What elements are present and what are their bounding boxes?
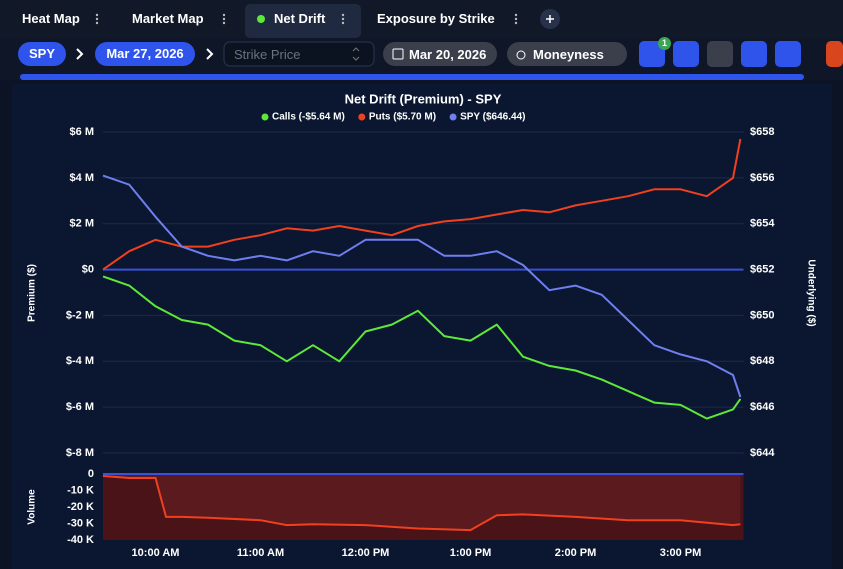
filter-badge: 1	[658, 37, 671, 50]
volume-line	[102, 475, 741, 532]
y-tick-label: $-2 M	[66, 309, 94, 321]
x-tick-label: 1:00 PM	[450, 547, 492, 559]
y2-axis-label: Underlying ($)	[805, 259, 816, 326]
y-tick-label: -10 K	[67, 484, 94, 496]
chart-button[interactable]	[741, 41, 767, 67]
volume-area	[103, 474, 741, 531]
y-tick-label: -30 K	[67, 517, 94, 529]
x-tick-label: 10:00 AM	[132, 547, 180, 559]
chart-title: Net Drift (Premium) - SPY	[345, 91, 502, 106]
tab[interactable]: Market Map	[132, 11, 204, 26]
spin-icon	[352, 47, 360, 61]
calendar-icon	[392, 48, 404, 60]
y2-tick-label: $648	[750, 355, 774, 367]
tab[interactable]: Exposure by Strike	[377, 11, 495, 26]
chevrons	[76, 48, 214, 60]
tab-status-dot	[257, 15, 265, 23]
strike-input[interactable]	[223, 41, 375, 67]
y-tick-label: $6 M	[70, 126, 94, 138]
x-tick-label: 12:00 PM	[342, 547, 390, 559]
alert-button[interactable]	[673, 41, 699, 67]
ticker-pill[interactable]: SPY	[18, 42, 66, 66]
x-tick-label: 11:00 AM	[237, 547, 284, 559]
search-button[interactable]	[775, 41, 801, 67]
tab-bar	[0, 0, 843, 38]
y2-tick-label: $658	[750, 126, 774, 138]
moneyness-text: Moneyness	[533, 47, 604, 62]
y-tick-label: $-6 M	[66, 401, 94, 413]
y2-tick-label: $652	[750, 263, 774, 275]
date-text: Mar 20, 2026	[409, 47, 487, 62]
y-tick-label: $2 M	[70, 218, 94, 230]
y2-tick-label: $656	[750, 172, 774, 184]
y2-tick-label: $646	[750, 401, 774, 413]
moneyness-icon	[516, 50, 526, 60]
tab-menu-icons	[95, 13, 518, 25]
x-tick-label: 3:00 PM	[660, 547, 702, 559]
partial-button[interactable]	[826, 41, 843, 67]
tab[interactable]: Heat Map	[22, 11, 80, 26]
legend-dot	[358, 113, 366, 121]
progress-bar	[20, 74, 804, 80]
tab-active[interactable]: Net Drift	[274, 11, 326, 26]
series-line	[102, 138, 742, 271]
volume-axis-label: Volume	[27, 489, 38, 525]
y-tick-label: $0	[82, 263, 94, 275]
date-pill[interactable]	[383, 42, 497, 66]
legend-dot	[261, 113, 269, 121]
moneyness-pill[interactable]	[507, 42, 627, 66]
y2-tick-label: $654	[750, 218, 775, 230]
active-tab-bg	[245, 4, 361, 38]
x-tick-label: 2:00 PM	[555, 547, 597, 559]
add-tab-icon	[546, 15, 554, 23]
y2-tick-label: $650	[750, 309, 774, 321]
y-tick-label: $4 M	[70, 172, 94, 184]
legend-label: Puts ($5.70 M)	[369, 112, 436, 123]
legend-label: SPY ($646.44)	[460, 112, 525, 123]
y-tick-label: $-4 M	[66, 355, 94, 367]
strike-placeholder: Strike Price	[234, 47, 301, 62]
y-tick-label: -40 K	[67, 534, 94, 546]
y2-tick-label: $644	[750, 447, 775, 459]
y-tick-label: 0	[88, 468, 94, 480]
series-line	[102, 174, 742, 398]
y-axis-label: Premium ($)	[27, 264, 38, 322]
y-tick-label: -20 K	[67, 501, 94, 513]
y-tick-label: $-8 M	[66, 447, 94, 459]
idea-button[interactable]	[707, 41, 733, 67]
expiry-pill[interactable]: Mar 27, 2026	[95, 42, 195, 66]
series-line	[102, 275, 742, 420]
legend-dot	[449, 113, 457, 121]
legend-label: Calls (-$5.64 M)	[272, 112, 345, 123]
